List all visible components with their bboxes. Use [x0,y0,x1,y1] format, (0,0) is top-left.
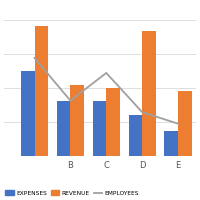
Bar [106,88,120,156]
Bar [142,31,156,156]
Bar [21,71,35,156]
Bar [57,101,70,156]
Bar [35,26,48,156]
Bar [93,101,106,156]
Bar [178,91,192,156]
Bar [70,85,84,156]
Legend: EXPENSES, REVENUE, EMPLOYEES: EXPENSES, REVENUE, EMPLOYEES [3,188,141,198]
Bar [164,131,178,156]
Bar [129,115,142,156]
